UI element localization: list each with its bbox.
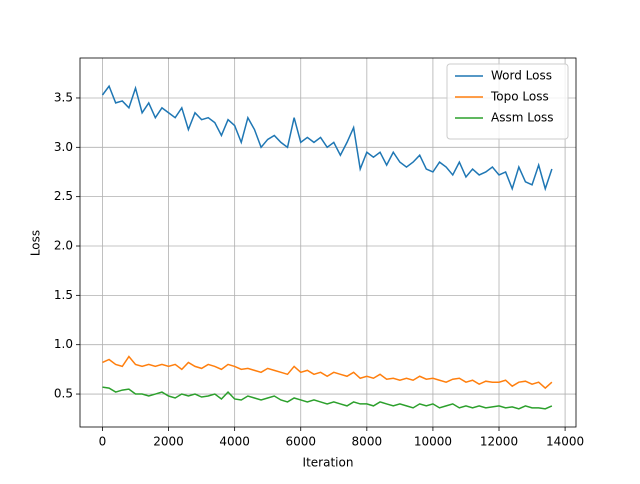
legend: Word Loss Topo Loss Assm Loss	[446, 63, 569, 140]
x-tick-label: 14000	[546, 435, 584, 449]
y-tick-label: 0.5	[54, 387, 73, 401]
y-tick-label: 2.5	[54, 189, 73, 203]
plot-frame	[79, 57, 577, 428]
line-series	[101, 84, 553, 192]
y-tick-label: 1.5	[54, 288, 73, 302]
x-tick-label: 12000	[480, 435, 518, 449]
x-axis-label: Iteration	[303, 456, 354, 470]
line-series	[102, 386, 553, 410]
x-tick-label: 4000	[219, 435, 250, 449]
legend-label: Word Loss	[491, 69, 552, 83]
x-tick-label: 2000	[153, 435, 184, 449]
x-tick-label: 6000	[285, 435, 316, 449]
y-axis-label: Loss	[29, 230, 43, 256]
legend-label: Topo Loss	[490, 90, 549, 104]
x-tick-label: 0	[99, 435, 107, 449]
line-series	[102, 355, 553, 390]
y-tick-label: 3.5	[54, 90, 73, 104]
y-tick-label: 2.0	[54, 239, 73, 253]
x-tick-label: 8000	[352, 435, 383, 449]
y-tick-label: 1.0	[54, 337, 73, 351]
y-tick-label: 3.0	[54, 140, 73, 154]
legend-frame	[446, 63, 569, 140]
x-tick-label: 10000	[414, 435, 452, 449]
legend-label: Assm Loss	[491, 111, 554, 125]
